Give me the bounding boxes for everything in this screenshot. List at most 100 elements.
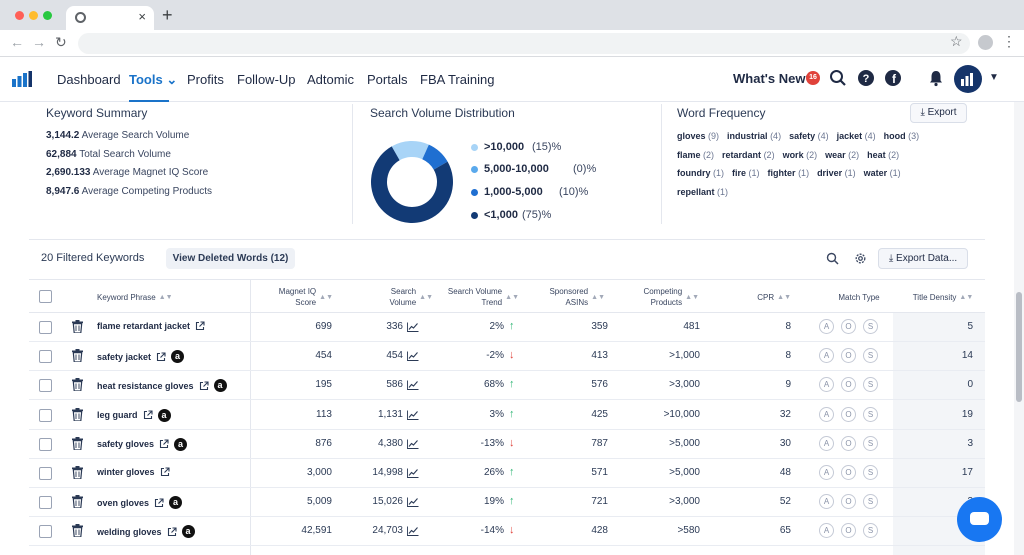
nav-fba-training[interactable]: FBA Training — [420, 72, 495, 87]
header-cpr[interactable]: CPR ▲▼ — [757, 292, 791, 302]
header-magnet-iq-score[interactable]: Magnet IQ Score ▲▼ — [278, 287, 333, 307]
facebook-icon[interactable]: f — [884, 69, 902, 87]
match-type-s-toggle[interactable]: S — [863, 435, 878, 451]
delete-trash-icon[interactable] — [72, 495, 83, 509]
row-checkbox[interactable] — [39, 408, 52, 422]
trend-chart-icon[interactable] — [407, 439, 419, 449]
table-search-icon[interactable] — [826, 252, 839, 265]
nav-profits[interactable]: Profits — [187, 72, 224, 87]
delete-trash-icon[interactable] — [72, 466, 83, 479]
tab-close-icon[interactable]: × — [138, 9, 146, 24]
external-link-icon[interactable] — [159, 439, 169, 449]
header-sponsored-asins[interactable]: Sponsored ASINs ▲▼ — [549, 287, 605, 307]
match-type-s-toggle[interactable]: S — [863, 377, 878, 393]
nav-follow-up[interactable]: Follow-Up — [237, 72, 296, 87]
match-type-s-toggle[interactable]: S — [863, 465, 878, 480]
match-type-a-toggle[interactable]: A — [819, 523, 834, 539]
amazon-icon[interactable]: a — [157, 408, 171, 422]
window-close-dot[interactable] — [15, 11, 24, 20]
word-frequency-export-button[interactable]: ⤓ Export — [910, 103, 967, 123]
helium10-logo-icon[interactable] — [12, 71, 32, 87]
external-link-icon[interactable] — [167, 527, 177, 537]
delete-trash-icon[interactable] — [72, 524, 83, 538]
chat-support-button[interactable] — [957, 497, 1002, 542]
trend-chart-icon[interactable] — [407, 322, 419, 332]
match-type-o-toggle[interactable]: O — [841, 348, 856, 364]
match-type-a-toggle[interactable]: A — [819, 377, 834, 393]
amazon-icon[interactable]: a — [171, 350, 185, 364]
header-keyword-phrase[interactable]: Keyword Phrase ▲▼ — [97, 292, 173, 302]
row-checkbox[interactable] — [39, 496, 52, 510]
help-icon[interactable]: ? — [857, 69, 875, 87]
external-link-icon[interactable] — [199, 381, 209, 391]
bookmark-star-icon[interactable]: ☆ — [950, 33, 963, 49]
notification-bell-icon[interactable] — [927, 69, 945, 87]
external-link-icon[interactable] — [143, 410, 153, 420]
amazon-icon[interactable]: a — [181, 525, 195, 539]
amazon-icon[interactable]: a — [174, 437, 188, 451]
row-checkbox[interactable] — [39, 525, 52, 539]
delete-trash-icon[interactable] — [72, 436, 83, 450]
match-type-a-toggle[interactable]: A — [819, 406, 834, 422]
external-link-icon[interactable] — [160, 467, 170, 477]
match-type-a-toggle[interactable]: A — [819, 494, 834, 510]
match-type-o-toggle[interactable]: O — [841, 406, 856, 422]
match-type-s-toggle[interactable]: S — [863, 319, 878, 334]
match-type-a-toggle[interactable]: A — [819, 465, 834, 480]
row-checkbox[interactable] — [39, 321, 52, 334]
delete-trash-icon[interactable] — [72, 320, 83, 333]
match-type-o-toggle[interactable]: O — [841, 435, 856, 451]
external-link-icon[interactable] — [195, 321, 205, 331]
export-data-button[interactable]: ⤓ Export Data... — [878, 248, 968, 269]
delete-trash-icon[interactable] — [72, 378, 83, 392]
search-icon[interactable] — [829, 69, 847, 87]
delete-trash-icon[interactable] — [72, 407, 83, 421]
view-deleted-words-button[interactable]: View Deleted Words (12) — [166, 248, 295, 269]
match-type-a-toggle[interactable]: A — [819, 435, 834, 451]
nav-portals[interactable]: Portals — [367, 72, 408, 87]
trend-chart-icon[interactable] — [407, 410, 419, 420]
header-search-volume[interactable]: Search Volume ▲▼ — [389, 287, 433, 307]
browser-tab[interactable]: × — [66, 6, 154, 30]
match-type-o-toggle[interactable]: O — [841, 319, 856, 334]
page-scrollbar[interactable] — [1014, 102, 1024, 555]
profile-icon[interactable] — [978, 35, 993, 50]
match-type-o-toggle[interactable]: O — [841, 523, 856, 539]
reload-icon[interactable]: ↻ — [55, 34, 67, 50]
match-type-o-toggle[interactable]: O — [841, 465, 856, 480]
header-competing-products[interactable]: Competing Products ▲▼ — [643, 287, 699, 307]
trend-chart-icon[interactable] — [407, 526, 419, 537]
row-checkbox[interactable] — [39, 437, 52, 451]
back-icon[interactable]: ← — [10, 34, 24, 50]
match-type-s-toggle[interactable]: S — [863, 523, 878, 539]
delete-trash-icon[interactable] — [72, 349, 83, 363]
match-type-s-toggle[interactable]: S — [863, 348, 878, 364]
match-type-a-toggle[interactable]: A — [819, 319, 834, 334]
row-checkbox[interactable] — [39, 350, 52, 364]
match-type-s-toggle[interactable]: S — [863, 494, 878, 510]
window-minimize-dot[interactable] — [29, 11, 38, 20]
browser-menu-icon[interactable]: ⋮ — [1002, 33, 1016, 49]
address-bar[interactable] — [78, 33, 970, 54]
forward-icon[interactable]: → — [32, 34, 46, 50]
account-caret-icon[interactable]: ▼ — [989, 72, 999, 83]
match-type-o-toggle[interactable]: O — [841, 494, 856, 510]
table-settings-gear-icon[interactable] — [854, 252, 867, 265]
amazon-icon[interactable]: a — [169, 496, 183, 510]
row-checkbox[interactable] — [39, 379, 52, 393]
account-avatar[interactable] — [954, 65, 982, 93]
nav-adtomic[interactable]: Adtomic — [307, 72, 354, 87]
header-title-density[interactable]: Title Density ▲▼ — [912, 292, 974, 302]
whats-new-link[interactable]: What's New? — [733, 71, 814, 86]
external-link-icon[interactable] — [156, 352, 166, 362]
external-link-icon[interactable] — [154, 498, 164, 508]
header-search-volume-trend[interactable]: Search Volume Trend ▲▼ — [447, 287, 519, 307]
trend-chart-icon[interactable] — [407, 468, 419, 478]
match-type-a-toggle[interactable]: A — [819, 348, 834, 364]
select-all-checkbox[interactable] — [39, 290, 52, 303]
scrollbar-thumb[interactable] — [1016, 292, 1022, 402]
trend-chart-icon[interactable] — [407, 380, 419, 391]
match-type-s-toggle[interactable]: S — [863, 406, 878, 422]
window-maximize-dot[interactable] — [43, 11, 52, 20]
nav-tools[interactable]: Tools ⌄ — [129, 72, 178, 87]
